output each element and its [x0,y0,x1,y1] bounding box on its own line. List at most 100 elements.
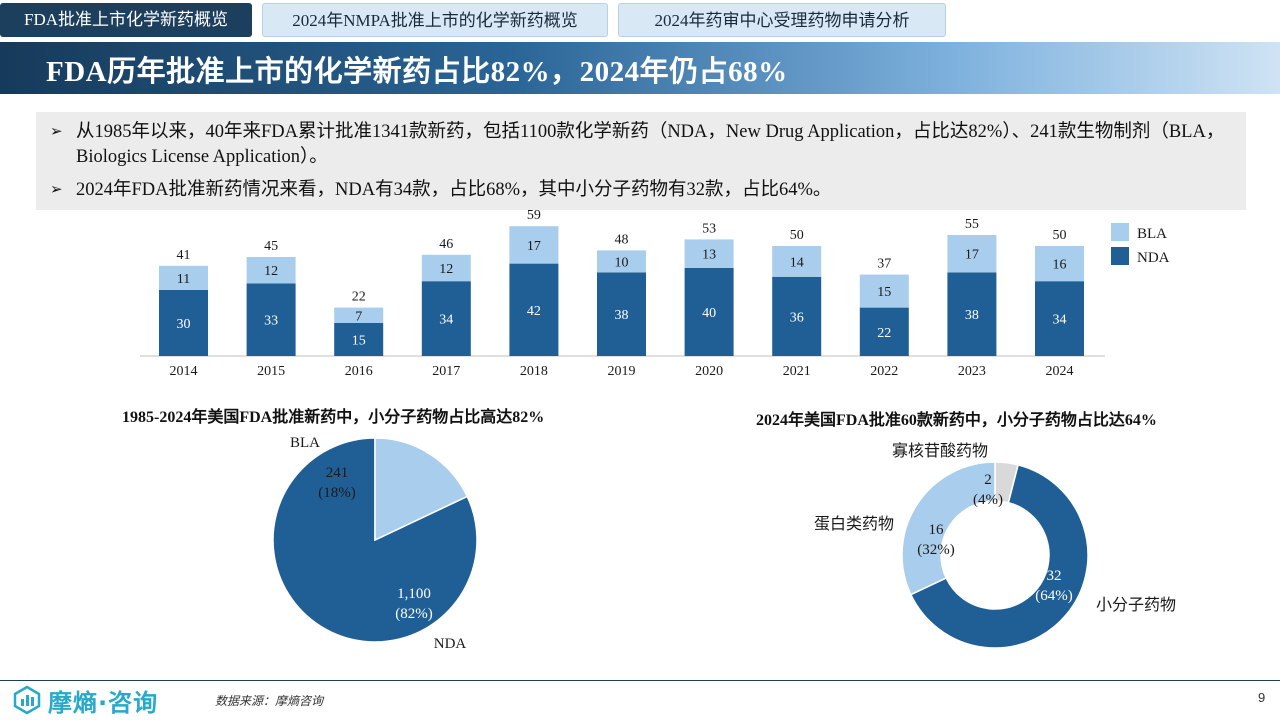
total-value-label: 41 [177,248,191,263]
stacked-bar-chart: 30 11 41 2014 33 12 45 2015 15 7 22 2016 34 12 46 2017 4… [140,208,1170,379]
bla-value-label: 12 [264,264,278,279]
bla-value-label: 11 [177,272,190,287]
bla-value-label: 7 [355,309,362,324]
bar-bla-2017 [421,254,471,282]
x-tick-label: 2019 [608,364,636,379]
nda-value-label: 38 [965,308,979,323]
x-tick-label: 2016 [345,364,373,379]
bla-value-label: 14 [790,255,804,270]
nda-value-label: 22 [877,326,891,341]
arrow-bullet-icon: ➢ [50,124,63,140]
nda-value-label: 34 [1053,313,1067,328]
bar-nda-2017 [421,281,471,356]
bar-bla-2015 [246,257,296,284]
donut-pct-label-protein: (32%) [917,542,955,558]
pie-pct-label-nda: (82%) [395,606,433,622]
bar-nda-2021 [772,276,822,356]
donut-category-label-protein: 蛋白类药物 [814,515,894,533]
bla-value-label: 12 [439,262,453,277]
donut-pct-label-small-molecule: (64%) [1035,588,1073,604]
total-value-label: 22 [352,290,366,305]
x-tick-label: 2015 [257,364,285,379]
bar-nda-2018 [509,263,559,356]
bar-bla-2018 [509,226,559,264]
x-tick-label: 2017 [432,364,460,379]
total-value-label: 55 [965,217,979,232]
total-value-label: 46 [439,237,453,252]
bla-value-label: 10 [615,255,629,270]
legend-label-bla: BLA [1137,226,1167,242]
pie-value-label-bla: 241 [326,465,349,481]
donut-value-label-small-molecule: 32 [1047,568,1062,584]
legend-label-nda: NDA [1137,250,1170,266]
logo-icon [13,685,41,715]
legend-swatch-nda [1111,247,1129,265]
donut-value-label-protein: 16 [929,522,945,538]
total-value-label: 50 [790,228,804,243]
total-value-label: 48 [615,232,629,247]
nda-value-label: 33 [264,314,278,329]
nda-value-label: 40 [702,306,716,321]
pie-value-label-nda: 1,100 [397,586,431,602]
x-tick-label: 2024 [1046,364,1074,379]
pie-category-label-nda: NDA [434,636,467,652]
bar-nda-2022 [859,307,909,356]
brand-logo: 摩熵·咨询 [12,684,159,717]
donut-category-label-small-molecule: 小分子药物 [1096,596,1176,614]
donut-category-label-oligonucleotide: 寡核苷酸药物 [892,441,988,460]
tab-fda-overview[interactable]: FDA批准上市化学新药概览 [0,3,252,37]
bar-nda-2016 [334,323,384,356]
data-source: 数据来源：摩熵咨询 [215,694,324,708]
bar-bla-2023 [947,235,997,273]
logo-text: 摩熵·咨询 [48,688,159,717]
bar-bla-2021 [772,246,822,277]
bullet-text: 从1985年以来，40年来FDA累计批准1341款新药，包括1100款化学新药（… [76,122,1225,167]
bla-value-label: 13 [702,248,716,263]
x-tick-label: 2020 [695,364,723,379]
bla-value-label: 16 [1053,258,1067,273]
tab-bar: FDA批准上市化学新药概览 2024年NMPA批准上市的化学新药概览 2024年… [0,0,1280,40]
donut-value-label-oligonucleotide: 2 [984,472,992,488]
bar-bla-2022 [859,274,909,308]
donut-pct-label-oligonucleotide: (4%) [973,492,1003,508]
page-title: FDA历年批准上市的化学新药占比82%，2024年仍占68% [46,56,788,88]
total-value-label: 37 [877,257,891,272]
bla-value-label: 17 [527,239,541,254]
page-number: 9 [1258,690,1266,705]
bla-value-label: 15 [877,285,891,300]
bar-nda-2014 [159,290,208,356]
bar-nda-2015 [246,283,296,356]
pie-chart: 241 (18%) 1,100 (82%) BLA NDA [272,435,478,652]
summary-box: ➢ 从1985年以来，40年来FDA累计批准1341款新药，包括1100款化学新… [36,112,1246,210]
pie-category-label-bla: BLA [290,435,320,451]
pie-chart-title: 1985-2024年美国FDA批准新药中，小分子药物占比高达82% [122,409,545,426]
total-value-label: 53 [702,221,716,236]
bar-bla-2016 [334,307,384,323]
x-tick-label: 2014 [170,364,198,379]
donut-slice-small-molecule [909,464,1089,649]
tab-cde-analysis[interactable]: 2024年药审中心受理药物申请分析 [618,3,946,37]
total-value-label: 45 [264,239,278,254]
x-tick-label: 2018 [520,364,548,379]
x-tick-label: 2021 [783,364,811,379]
nda-value-label: 38 [615,308,629,323]
nda-value-label: 15 [352,334,366,349]
nda-value-label: 30 [177,317,191,332]
bla-value-label: 17 [965,248,979,263]
bar-bla-2020 [684,239,734,268]
tab-nmpa-overview[interactable]: 2024年NMPA批准上市的化学新药概览 [262,3,608,37]
bar-nda-2019 [597,272,646,356]
pie-pct-label-bla: (18%) [318,485,356,501]
bar-nda-2023 [947,272,997,356]
total-value-label: 50 [1053,228,1067,243]
bar-nda-2024 [1035,281,1084,356]
bullet-text: 2024年FDA批准新药情况来看，NDA有34款，占比68%，其中小分子药物有3… [76,180,832,200]
x-tick-label: 2023 [958,364,986,379]
total-value-label: 59 [527,208,541,223]
bar-bla-2014 [159,265,208,290]
nda-value-label: 42 [527,304,541,319]
donut-slice-protein [901,461,996,596]
arrow-bullet-icon: ➢ [50,182,63,198]
footer-divider [0,680,1280,681]
pie-slice-bla [374,437,469,542]
